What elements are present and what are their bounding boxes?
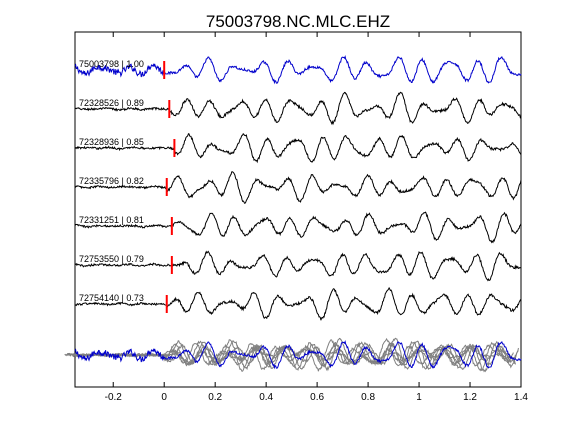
trace-line-72328936 bbox=[74, 132, 522, 164]
x-tick-label: 1 bbox=[416, 392, 422, 403]
trace-line-72335796 bbox=[74, 171, 522, 204]
trace-label-72754140: 72754140 | 0.73 bbox=[79, 293, 144, 303]
trace-label-72331251: 72331251 | 0.81 bbox=[79, 215, 144, 225]
x-tick-label: 1.2 bbox=[463, 392, 477, 403]
overlay-trace-master bbox=[74, 340, 522, 370]
trace-label-75003798: 75003798 | 1.00 bbox=[79, 59, 144, 69]
x-axis: -0.2 0 0.2 0.4 0.6 0.8 1 1.2 1.4 bbox=[105, 32, 528, 403]
x-tick-label: 0.4 bbox=[259, 392, 273, 403]
trace-line-72753550 bbox=[74, 250, 522, 282]
x-tick-label: 0 bbox=[161, 392, 167, 403]
traces-layer bbox=[74, 55, 522, 321]
x-tick-label: 0.6 bbox=[310, 392, 324, 403]
trace-line-72331251 bbox=[74, 211, 522, 244]
x-tick-label: 0.2 bbox=[208, 392, 222, 403]
x-tick-label: 0.8 bbox=[361, 392, 375, 403]
pick-markers bbox=[163, 61, 176, 313]
trace-line-75003798 bbox=[74, 55, 522, 85]
trace-labels: 75003798 | 1.00 72328526 | 0.89 72328936 |… bbox=[79, 59, 144, 303]
trace-label-72328526: 72328526 | 0.89 bbox=[79, 98, 144, 108]
trace-line-72328526 bbox=[74, 91, 522, 126]
x-tick-label: 1.4 bbox=[514, 392, 528, 403]
trace-label-72335796: 72335796 | 0.82 bbox=[79, 176, 144, 186]
plot-frame bbox=[74, 31, 522, 388]
overlay-trace-72754140 bbox=[72, 337, 519, 372]
x-tick-label: -0.2 bbox=[105, 392, 123, 403]
stacked-overlay bbox=[64, 337, 522, 373]
trace-label-72328936: 72328936 | 0.85 bbox=[79, 137, 144, 147]
trace-label-72753550: 72753550 | 0.79 bbox=[79, 254, 144, 264]
trace-line-72754140 bbox=[74, 286, 522, 321]
chart-title: 75003798.NC.MLC.EHZ bbox=[206, 12, 390, 31]
